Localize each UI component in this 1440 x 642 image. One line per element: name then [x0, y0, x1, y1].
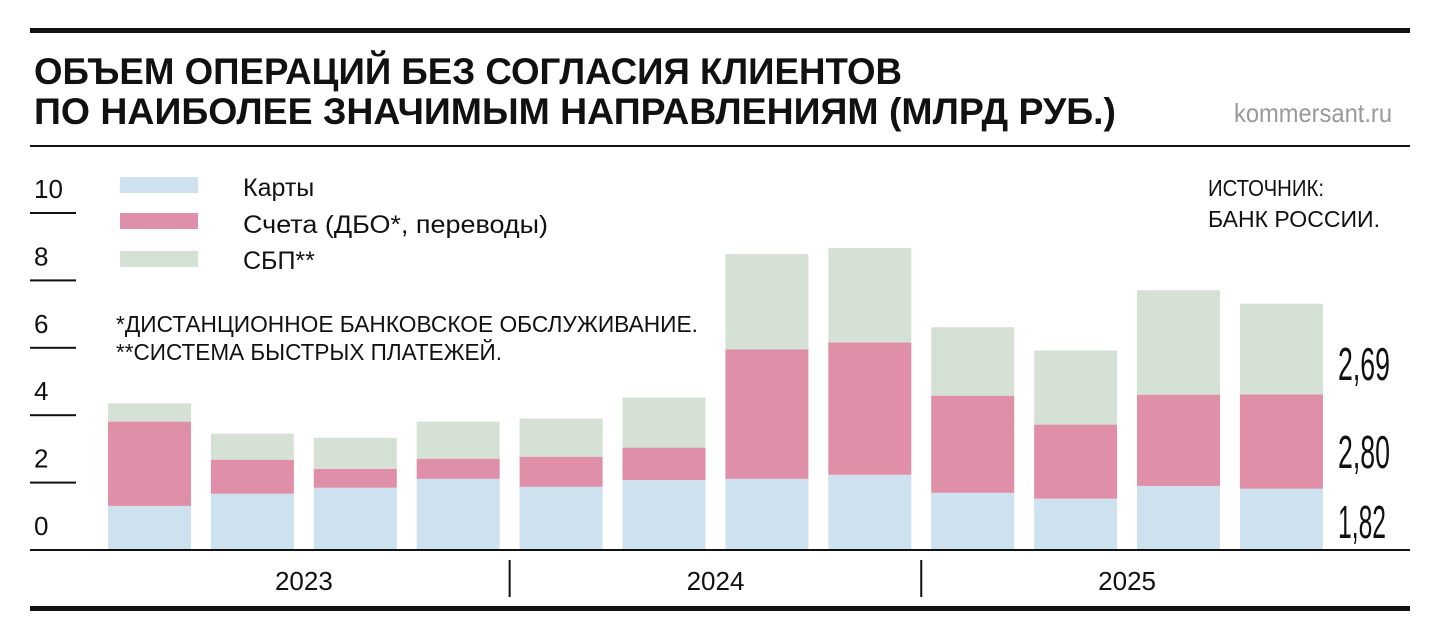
bar-segment-accounts	[313, 468, 397, 488]
bottom-rule	[30, 606, 1410, 611]
bar-segment-accounts	[931, 395, 1015, 493]
y-tick-label: 6	[34, 309, 48, 339]
header-rule	[30, 145, 1410, 147]
y-tick-line	[30, 212, 76, 214]
year-label: 2025	[1098, 566, 1156, 596]
bar-segment-accounts	[1034, 424, 1118, 499]
y-tick-label: 10	[34, 174, 63, 204]
bar-segment-accounts	[519, 456, 603, 487]
bar-segment-sbp	[828, 248, 912, 343]
legend: Карты Счета (ДБО*, переводы) СБП**	[120, 174, 548, 275]
legend-label-accounts: Счета (ДБО*, переводы)	[243, 211, 548, 239]
bar-segment-cards	[1239, 488, 1323, 550]
bar-segment-sbp	[931, 327, 1015, 396]
y-tick-line	[30, 279, 76, 282]
bar-segment-accounts	[210, 459, 294, 494]
bar-segment-cards	[519, 486, 603, 550]
x-axis-years: 2023 2024 2025	[275, 560, 1156, 597]
y-axis: 0 2 4 6 8 10	[30, 174, 76, 541]
y-tick-line	[30, 481, 76, 484]
bar-segment-accounts	[416, 458, 500, 479]
bar-segment-sbp	[1239, 303, 1323, 395]
y-tick-label: 8	[34, 241, 48, 271]
bar-segment-cards	[416, 478, 500, 550]
year-divider	[508, 560, 511, 597]
legend-swatch-accounts	[120, 213, 198, 229]
bars	[108, 248, 1323, 550]
site-label: kommersant.ru	[1234, 98, 1392, 128]
bar-segment-sbp	[210, 433, 294, 460]
bar-segment-cards	[622, 479, 706, 550]
legend-label-cards: Карты	[243, 174, 314, 202]
bar-segment-cards	[313, 487, 397, 550]
bar-segment-accounts	[622, 447, 706, 480]
y-tick-line	[30, 346, 76, 349]
bar-segment-accounts	[828, 342, 912, 475]
legend-swatch-sbp	[120, 251, 198, 267]
source-line-1: ИСТОЧНИК:	[1208, 175, 1324, 201]
bar-segment-accounts	[108, 421, 191, 506]
last-bar-label-accounts: 2,80	[1338, 426, 1390, 478]
bar-segment-sbp	[519, 418, 603, 457]
bar-segment-cards	[1137, 486, 1220, 550]
bar-segment-sbp	[313, 437, 397, 469]
legend-swatch-cards	[120, 177, 198, 193]
bar-segment-sbp	[1137, 290, 1220, 395]
bar-segment-sbp	[416, 421, 500, 459]
bar-segment-cards	[828, 474, 912, 550]
x-axis-baseline	[30, 549, 1410, 551]
bar-segment-sbp	[622, 397, 706, 448]
bar-segment-sbp	[725, 254, 809, 350]
bar-segment-cards	[931, 492, 1015, 550]
year-divider	[920, 560, 923, 597]
bar-segment-accounts	[725, 349, 809, 479]
source-line-2: БАНК РОССИИ.	[1208, 206, 1380, 232]
year-label: 2023	[275, 566, 333, 596]
bar-segment-sbp	[108, 403, 191, 422]
bar-segment-cards	[108, 505, 191, 550]
y-tick-label: 4	[34, 376, 48, 406]
footnote-2: **СИСТЕМА БЫСТРЫХ ПЛАТЕЖЕЙ.	[116, 338, 502, 365]
bar-segment-cards	[210, 493, 294, 550]
bar-segment-accounts	[1137, 394, 1220, 486]
last-bar-label-cards: 1,82	[1338, 496, 1386, 548]
title-line-1: ОБЪЕМ ОПЕРАЦИЙ БЕЗ СОГЛАСИЯ КЛИЕНТОВ	[34, 50, 902, 92]
bar-segment-sbp	[1034, 350, 1118, 425]
y-tick-line	[30, 414, 76, 417]
last-bar-label-sbp: 2,69	[1338, 338, 1390, 390]
top-rule	[30, 28, 1410, 33]
title-line-2: ПО НАИБОЛЕЕ ЗНАЧИМЫМ НАПРАВЛЕНИЯМ (МЛРД …	[34, 91, 1116, 132]
bar-segment-cards	[1034, 498, 1118, 550]
legend-label-sbp: СБП**	[243, 247, 315, 275]
y-tick-label: 0	[34, 511, 48, 541]
bar-segment-accounts	[1239, 394, 1323, 489]
bar-segment-cards	[725, 478, 809, 550]
footnote-1: *ДИСТАНЦИОННОЕ БАНКОВСКОЕ ОБСЛУЖИВАНИЕ.	[116, 311, 698, 337]
year-label: 2024	[687, 566, 745, 596]
y-tick-label: 2	[34, 444, 48, 474]
